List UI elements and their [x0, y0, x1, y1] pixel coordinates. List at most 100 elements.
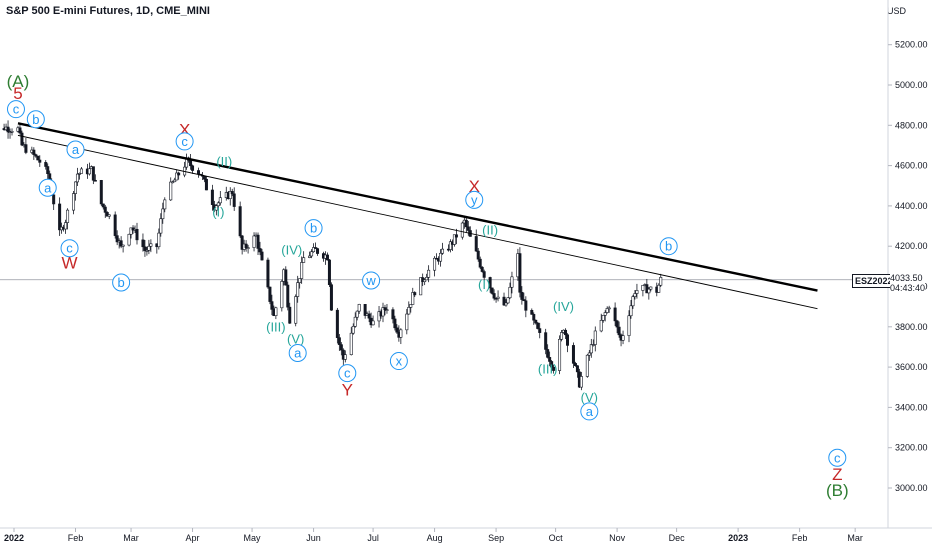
- candle-down: [230, 191, 234, 195]
- candle-up: [599, 320, 603, 332]
- candle-down: [546, 349, 550, 358]
- wave-label: (IV): [553, 299, 574, 314]
- candle-up: [252, 235, 256, 248]
- wave-label-circle: [362, 271, 381, 290]
- candle-down: [191, 165, 195, 171]
- candle-down: [518, 253, 522, 293]
- candle-up: [296, 282, 300, 297]
- candle-up: [579, 376, 583, 388]
- x-tick-label: Oct: [549, 533, 564, 543]
- candle-up: [407, 307, 411, 315]
- x-tick-label: Mar: [123, 533, 139, 543]
- candle-down: [44, 162, 48, 167]
- candle-up: [127, 233, 131, 246]
- candle-down: [573, 363, 577, 367]
- candle-down: [314, 247, 318, 249]
- candle-down: [524, 300, 528, 311]
- candle-up: [169, 181, 173, 201]
- wave-label-circle: [288, 343, 307, 362]
- candle-down: [550, 361, 554, 368]
- symbol-tag: ESZ2022: [852, 274, 896, 288]
- candles: [2, 120, 663, 391]
- trendline-upper: [17, 122, 818, 292]
- candle-up: [298, 278, 302, 283]
- candle-down: [58, 203, 62, 231]
- wave-label-circle: [465, 190, 484, 209]
- candle-down: [260, 251, 264, 261]
- candle-up: [310, 251, 314, 257]
- candle-up: [496, 296, 500, 299]
- candle-down: [393, 318, 397, 329]
- trendlines: [17, 122, 818, 310]
- wave-label-circle: [659, 237, 678, 256]
- y-tick-label: 4600.00: [895, 161, 928, 171]
- x-tick-label: Jun: [306, 533, 321, 543]
- trendline-lower: [17, 134, 818, 310]
- candle-down: [20, 132, 24, 146]
- candle-down: [141, 239, 145, 248]
- candle-up: [175, 172, 179, 181]
- candle-up: [159, 218, 163, 234]
- candle-down: [135, 228, 139, 241]
- x-tick-label: Aug: [427, 533, 443, 543]
- wave-label-circle: [6, 100, 25, 119]
- candle-up: [427, 269, 431, 278]
- candle-down: [6, 126, 10, 133]
- candle-up: [353, 316, 357, 327]
- candle-up: [79, 168, 83, 174]
- wave-label-circle: [828, 448, 847, 467]
- candle-down: [143, 246, 147, 251]
- wave-label: a: [294, 345, 302, 360]
- wave-label-circle: [175, 132, 194, 151]
- candle-up: [649, 286, 653, 290]
- candle-down: [329, 284, 333, 311]
- wave-label-circle: [580, 402, 599, 421]
- y-tick-label: 3600.00: [895, 362, 928, 372]
- candle-down: [256, 234, 260, 249]
- candle-down: [288, 306, 292, 324]
- x-tick-label: Apr: [186, 533, 200, 543]
- candle-down: [395, 327, 399, 333]
- candle-down: [530, 310, 534, 315]
- candle-down: [565, 334, 569, 346]
- wave-label: (V): [287, 331, 304, 346]
- candle-down: [615, 320, 619, 328]
- wave-label: c: [344, 366, 351, 381]
- candle-up: [87, 168, 91, 175]
- wave-label: (II): [482, 223, 498, 238]
- candle-down: [337, 337, 341, 345]
- candle-down: [575, 365, 579, 373]
- candle-up: [77, 173, 81, 175]
- candle-up: [605, 308, 609, 313]
- candle-down: [532, 314, 536, 321]
- candle-down: [101, 203, 105, 208]
- candle-up: [589, 344, 593, 354]
- wave-label: b: [665, 239, 672, 254]
- candle-down: [544, 332, 548, 350]
- candle-down: [46, 166, 50, 174]
- wave-label: a: [72, 142, 80, 157]
- candle-up: [587, 352, 591, 356]
- y-axis: 3000.003200.003400.003600.003800.004000.…: [887, 0, 928, 528]
- candle-down: [286, 284, 290, 308]
- wave-label: W: [62, 253, 78, 272]
- wave-label: X: [179, 120, 190, 139]
- candle-up: [308, 255, 312, 258]
- x-tick-label: May: [244, 533, 262, 543]
- wave-label: Y: [342, 380, 353, 399]
- candle-down: [339, 344, 343, 351]
- candle-up: [560, 332, 564, 340]
- candle-up: [425, 276, 429, 281]
- candle-up: [355, 310, 359, 318]
- candle-up: [506, 297, 510, 304]
- candle-up: [633, 293, 637, 297]
- wave-label: c: [181, 134, 188, 149]
- wave-label: a: [44, 180, 52, 195]
- candle-up: [441, 248, 445, 254]
- candle-down: [476, 250, 480, 260]
- wave-labels: (A)5cbaacWbXc(II)(I)(IV)b(III)(V)awxcYXy…: [7, 72, 849, 500]
- candle-down: [177, 172, 181, 176]
- candle-up: [419, 277, 423, 296]
- x-tick-label: Feb: [68, 533, 84, 543]
